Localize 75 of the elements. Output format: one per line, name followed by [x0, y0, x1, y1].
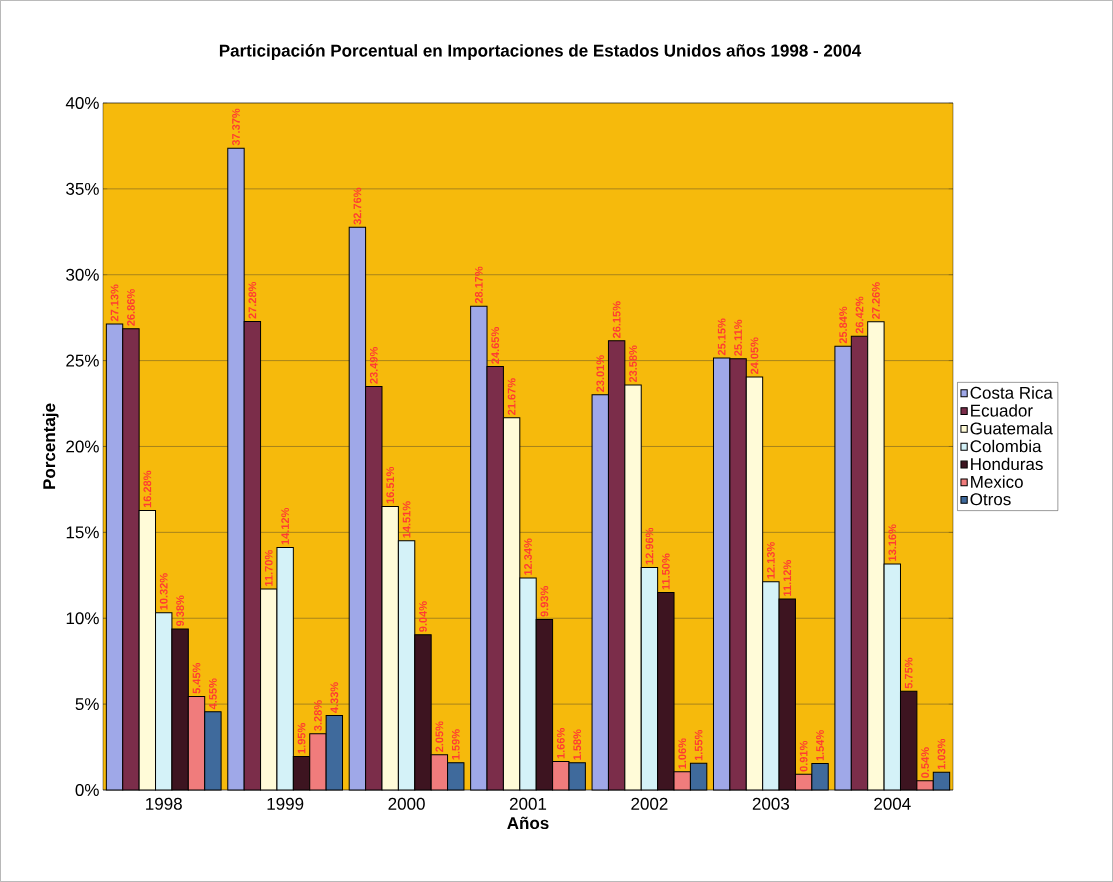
legend-label: Mexico	[971, 475, 1023, 488]
data-label: 14.51%	[402, 501, 411, 538]
data-label: 26.42%	[855, 296, 864, 334]
data-label: 26.15%	[612, 301, 621, 338]
data-label: 27.26%	[872, 282, 880, 319]
data-label: 1.06%	[678, 738, 687, 769]
data-label: 32.76%	[353, 187, 362, 225]
data-label: 1.59%	[451, 729, 460, 760]
data-label: 27.28%	[248, 281, 257, 319]
data-label: 4.33%	[330, 682, 339, 713]
legend-label: Honduras	[971, 457, 1043, 471]
data-label: 1.55%	[694, 729, 703, 761]
data-label: 1.54%	[816, 730, 824, 761]
data-label: 1.95%	[297, 723, 306, 754]
data-label: 9.38%	[176, 595, 185, 627]
data-label: 0.91%	[799, 740, 808, 772]
data-label: 11.12%	[783, 560, 792, 596]
data-label: 21.67%	[507, 378, 516, 415]
x-tick-label: 2003	[752, 797, 790, 810]
chart-title: Participación Porcentual en Importaciones de Estados Unidos años 1998 - 2004	[219, 43, 862, 60]
data-label: 1.03%	[937, 738, 946, 770]
data-label: 0.54%	[921, 747, 929, 778]
legend-label: Costa Rica	[970, 386, 1053, 399]
y-tick-label: 5%	[75, 698, 99, 711]
data-label: 28.17%	[474, 266, 483, 304]
data-label: 11.50%	[661, 553, 670, 590]
data-label: 24.05%	[750, 337, 759, 375]
y-tick-label: 10%	[66, 612, 99, 625]
legend-label: Colombia	[970, 439, 1042, 453]
data-label: 12.96%	[645, 527, 654, 565]
y-tick-label: 0%	[75, 783, 99, 797]
x-tick-label: 2004	[874, 797, 911, 810]
x-tick-label: 2000	[388, 797, 425, 810]
data-label: 16.51%	[386, 466, 395, 504]
data-label: 14.12%	[281, 507, 290, 545]
data-label: 9.93%	[540, 586, 549, 617]
x-tick-label: 2002	[631, 797, 668, 810]
data-label: 23.58%	[629, 345, 637, 383]
data-label: 1.66%	[556, 728, 565, 759]
x-axis-title: Años	[507, 816, 549, 830]
data-label: 27.13%	[110, 284, 119, 322]
legend-label: Ecuador	[971, 404, 1033, 417]
data-label: 12.34%	[524, 538, 532, 575]
data-label: 4.55%	[209, 678, 217, 710]
x-tick-label: 1998	[146, 797, 182, 810]
y-axis-title: Porcentaje	[42, 403, 59, 489]
data-label: 3.28%	[314, 700, 322, 731]
data-label: 16.28%	[143, 470, 152, 508]
legend-label: Otros	[970, 493, 1011, 506]
data-label: 5.45%	[192, 662, 201, 694]
data-label: 25.11%	[734, 319, 742, 356]
data-label: 25.15%	[717, 318, 726, 356]
data-label: 2.05%	[435, 721, 444, 752]
y-tick-label: 15%	[66, 526, 99, 539]
data-label: 12.13%	[766, 542, 775, 579]
data-label: 10.32%	[159, 573, 168, 610]
data-label: 5.75%	[904, 657, 913, 689]
data-label: 13.16%	[888, 524, 897, 561]
data-label: 24.65%	[491, 327, 500, 364]
data-label: 11.70%	[264, 550, 273, 586]
x-tick-label: 1999	[267, 797, 304, 810]
y-tick-label: 25%	[66, 354, 99, 367]
data-label: 37.37%	[232, 108, 240, 146]
y-tick-label: 35%	[66, 182, 99, 195]
data-label: 25.84%	[839, 306, 848, 344]
y-tick-label: 40%	[65, 96, 99, 110]
data-label: 1.58%	[573, 729, 582, 760]
y-tick-label: 20%	[66, 440, 99, 453]
data-label: 23.01%	[596, 355, 605, 392]
data-label: 23.49%	[369, 347, 378, 384]
data-label: 9.04%	[419, 601, 427, 632]
x-tick-label: 2001	[509, 797, 547, 810]
legend-label: Guatemala	[970, 421, 1053, 435]
data-label: 26.86%	[127, 289, 135, 326]
y-tick-label: 30%	[66, 268, 99, 281]
